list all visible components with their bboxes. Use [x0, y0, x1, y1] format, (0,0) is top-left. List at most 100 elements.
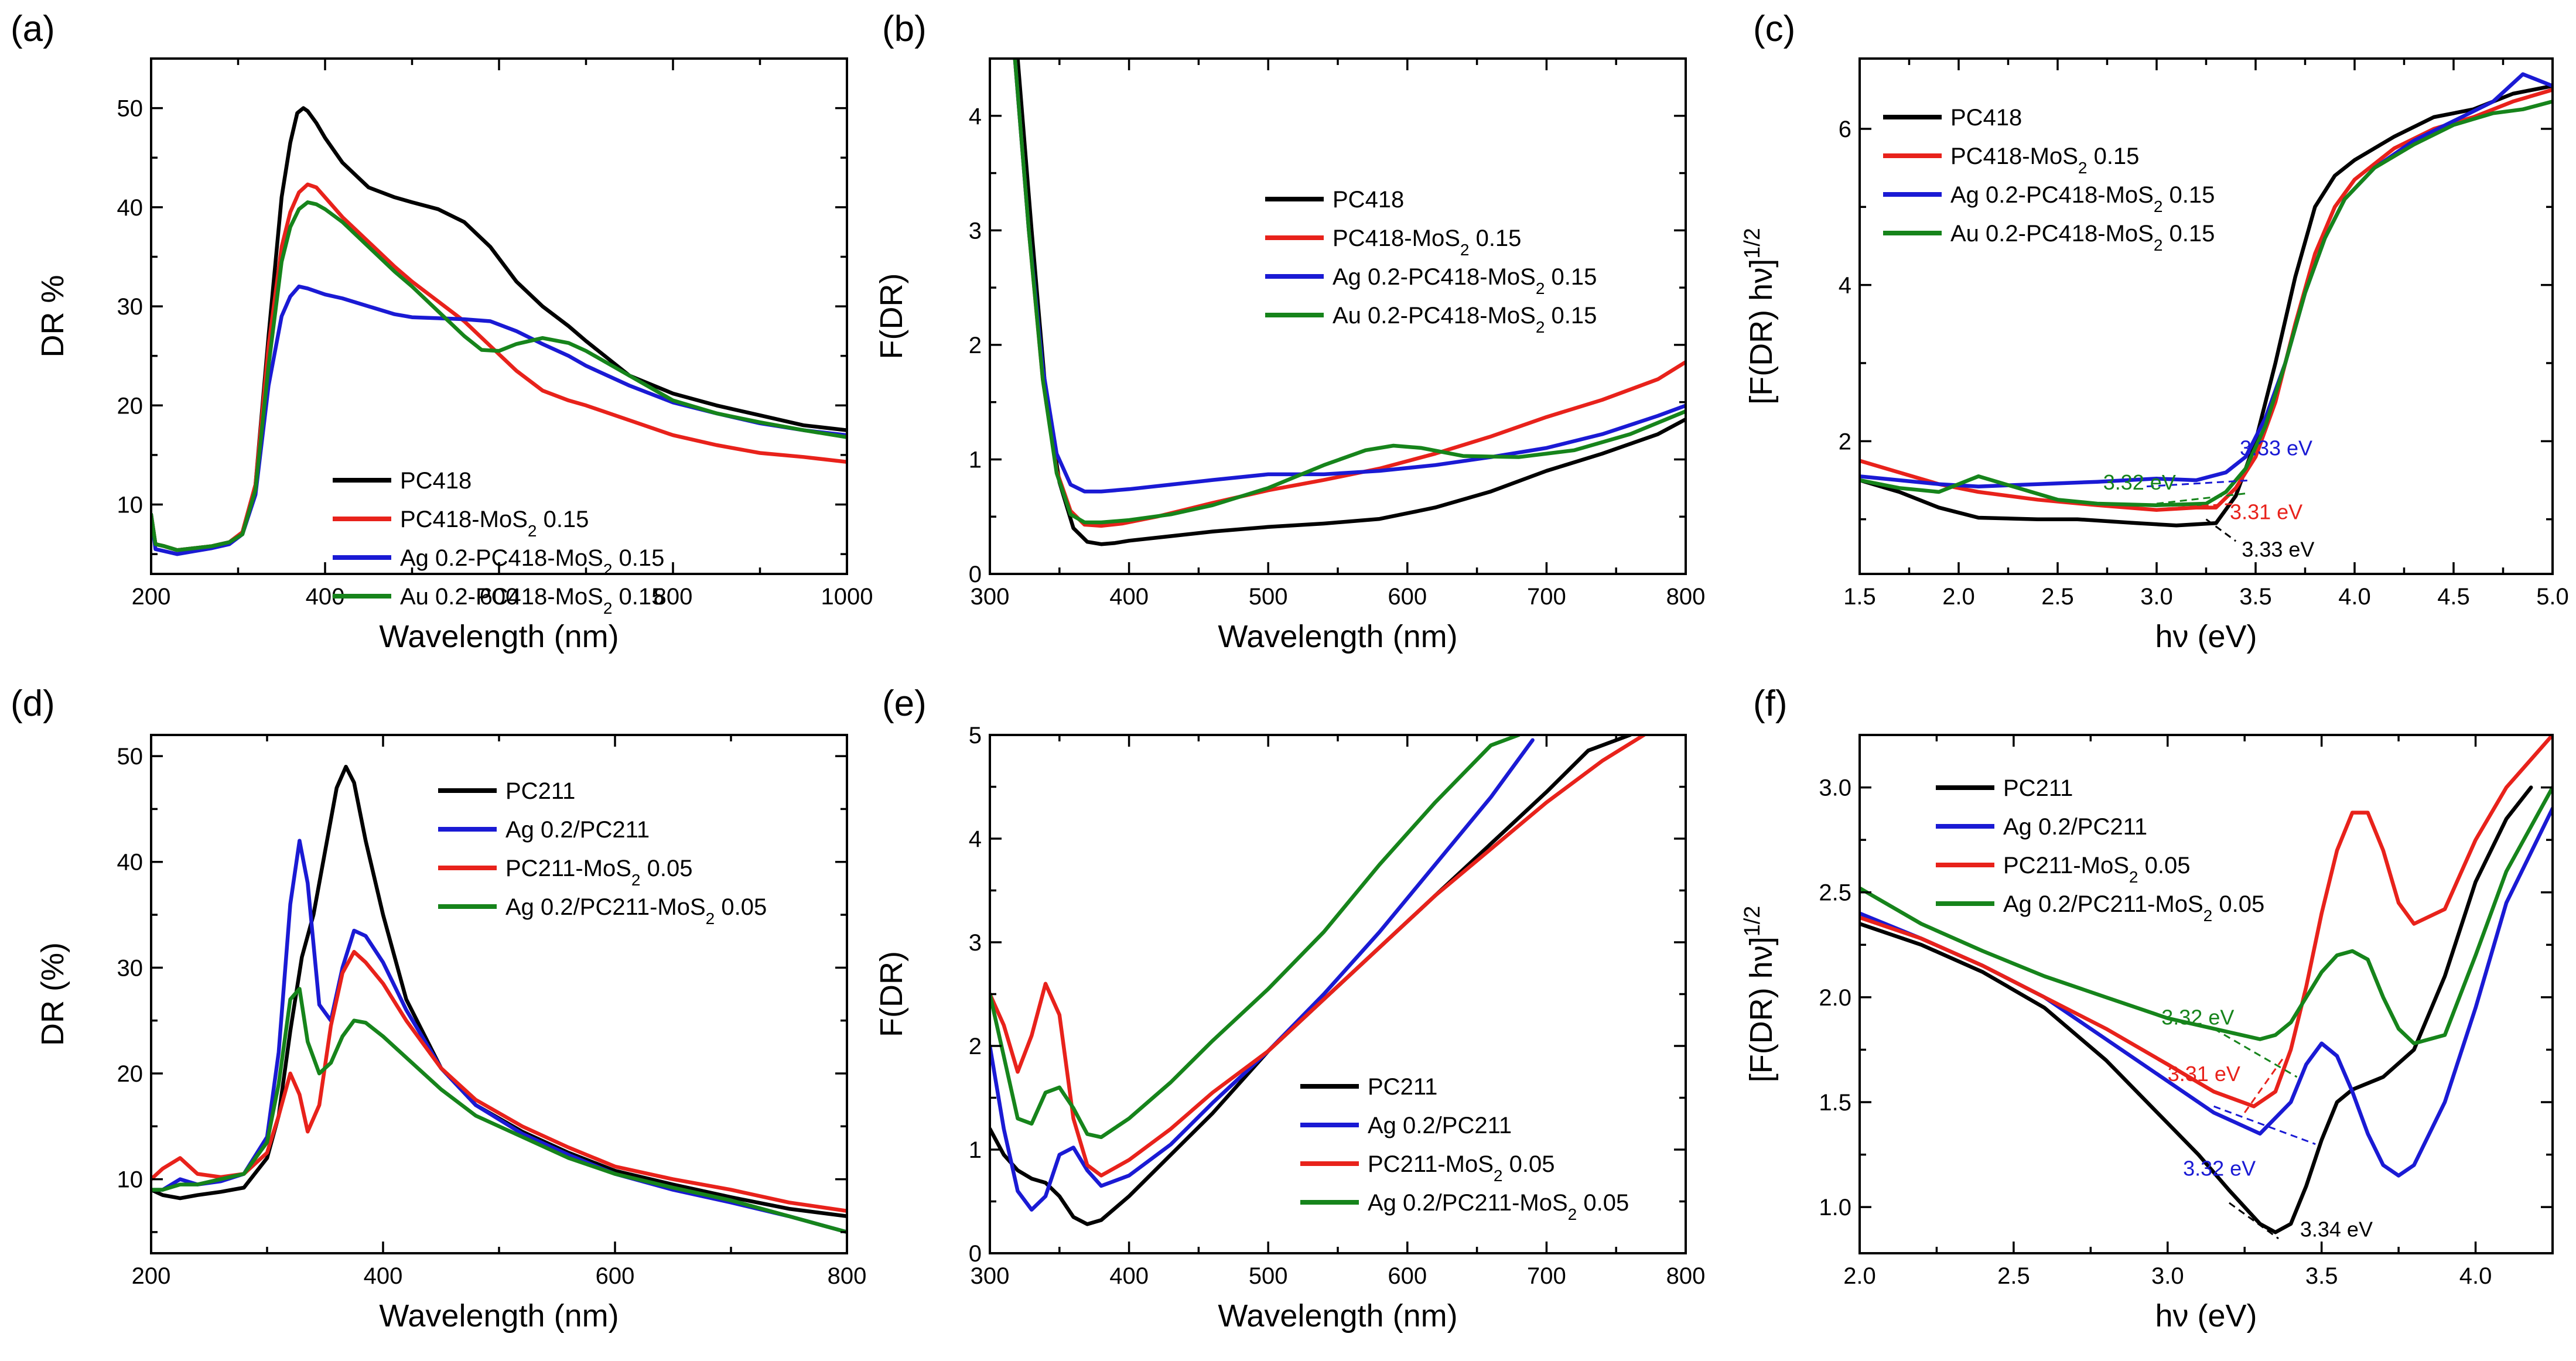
x-tick-label: 200: [132, 584, 171, 610]
bandgap-annotation: 3.33 eV: [2240, 436, 2312, 460]
legend-label: PC211: [2003, 775, 2073, 801]
y-tick-label: 3: [969, 930, 982, 956]
y-tick-label: 1.0: [1819, 1195, 1851, 1220]
panel-c: (c) 3.33 eV 3.32 eV 3.31 eV 3.33 eV 1.5 2.0 2.5…: [1740, 9, 2569, 654]
series-line-ag-0-2-pc418-mos2-0-15: [1860, 72, 2553, 488]
x-tick-label: 1000: [821, 584, 873, 610]
legend-label: PC211-MoS2 0.05: [2003, 853, 2190, 886]
y-tick-label: 10: [117, 1167, 144, 1193]
y-tick-label: 40: [117, 195, 144, 221]
x-tick-label: 700: [1527, 584, 1566, 610]
y-axis-title: F(DR): [874, 273, 909, 360]
x-tick-label: 1.5: [1843, 584, 1876, 610]
x-tick-label: 600: [1388, 584, 1427, 610]
series-line-ag-0-2-pc211-mos2-0-05: [990, 735, 1521, 1140]
legend-label: PC418: [1950, 105, 2022, 131]
series-line-ag-0-2-pc211-mos2-0-05: [151, 987, 847, 1235]
bandgap-annotation: 3.32 eV: [2161, 1005, 2234, 1029]
bandgap-annotation: 3.33 eV: [2242, 538, 2314, 562]
x-tick-label: 800: [1666, 584, 1706, 610]
series-line-pc211: [990, 735, 1632, 1226]
legend-label: Ag 0.2/PC211-MoS2 0.05: [1368, 1190, 1629, 1223]
bandgap-annotation: 3.32 eV: [2103, 470, 2176, 494]
legend-label: PC418-MoS2 0.15: [400, 507, 589, 540]
y-tick-label: 30: [117, 955, 144, 981]
series-line-pc211-mos2-0-05: [990, 735, 1646, 1178]
panel-b: (b) 300 400 500 600 700 800 0 1 2 3 4 Wavelength (nm…: [874, 9, 1705, 654]
y-tick-label: 1.5: [1819, 1090, 1851, 1116]
series-line-pc211: [151, 764, 847, 1219]
y-tick-label: 6: [1839, 117, 1851, 142]
legend-label: PC211-MoS2 0.05: [1368, 1151, 1555, 1185]
series-line-au-0-2-pc418-mos2-0-15: [1860, 100, 2553, 507]
y-axis-title: DR %: [35, 275, 70, 357]
x-axis-title: Wavelength (nm): [1218, 1298, 1457, 1333]
y-tick-label: 40: [117, 850, 144, 876]
tangent-guide: [2213, 1028, 2298, 1078]
panel-label: (d): [11, 683, 55, 724]
legend-label: Ag 0.2/PC211: [505, 817, 650, 843]
x-axis-title: Wavelength (nm): [379, 1298, 619, 1333]
y-axis-title: [F(DR) hν]1/2: [1740, 906, 1779, 1083]
plot-frame: [1858, 57, 2554, 575]
y-tick-label: 4: [969, 826, 982, 852]
panel-d: (d) 200 400 600 800 10 20 30 40 50 Wavelength (nm)…: [11, 683, 866, 1333]
x-axis-title: hν (eV): [2155, 1298, 2257, 1333]
x-tick-label: 600: [596, 1263, 635, 1289]
bandgap-annotation: 3.32 eV: [2183, 1156, 2256, 1180]
series-line-pc211: [1860, 785, 2533, 1235]
plot-frame: [1858, 734, 2554, 1254]
series-group: [990, 735, 1646, 1226]
y-tick-label: 0: [969, 562, 982, 587]
series-line-ag-0-2-pc211: [1860, 806, 2553, 1178]
x-tick-label: 800: [654, 584, 693, 610]
panel-label: (c): [1753, 9, 1795, 49]
y-tick-label: 10: [117, 493, 144, 518]
y-tick-label: 2: [969, 333, 982, 358]
x-tick-label: 4.0: [2459, 1263, 2492, 1289]
series-line-ag-0-2-pc211-mos2-0-05: [1860, 785, 2553, 1045]
legend: PC211 Ag 0.2/PC211 PC211-MoS2 0.05 Ag 0.2/P…: [1936, 775, 2264, 925]
x-tick-label: 400: [364, 1263, 403, 1289]
legend-label: Ag 0.2/PC211-MoS2 0.05: [505, 894, 767, 928]
y-tick-label: 3: [969, 218, 982, 244]
series-group: [151, 106, 847, 556]
x-tick-label: 400: [1109, 1263, 1149, 1289]
panel-label: (a): [11, 9, 55, 49]
y-tick-label: 30: [117, 294, 144, 320]
x-tick-label: 500: [1249, 584, 1288, 610]
panel-e: (e) 300 400 500 600 700 800 0 1 2 3 4 5 Wavelength (n…: [874, 683, 1705, 1333]
panel-label: (f): [1753, 683, 1788, 724]
y-axis-title: [F(DR) hν]1/2: [1740, 228, 1779, 405]
y-tick-label: 3.0: [1819, 775, 1851, 801]
legend-label: PC418: [400, 468, 472, 494]
x-tick-label: 3.5: [2239, 584, 2272, 610]
y-tick-label: 50: [117, 96, 144, 122]
legend-label: PC418-MoS2 0.15: [1950, 143, 2139, 177]
bandgap-annotation: 3.34 eV: [2300, 1217, 2373, 1241]
series-group: [151, 764, 847, 1235]
legend-label: PC418: [1333, 187, 1404, 213]
x-tick-label: 2.5: [1997, 1263, 2030, 1289]
series-group: [1860, 72, 2553, 528]
legend: PC211 Ag 0.2/PC211 PC211-MoS2 0.05 Ag 0.2/P…: [1300, 1074, 1629, 1223]
y-tick-label: 20: [117, 393, 144, 419]
series-line-pc211-mos2-0-05: [1860, 735, 2553, 1109]
y-tick-label: 1: [969, 1137, 982, 1163]
x-axis-title: Wavelength (nm): [379, 619, 619, 654]
x-tick-label: 300: [971, 1263, 1010, 1289]
x-axis-title: hν (eV): [2155, 619, 2257, 654]
legend-label: Ag 0.2-PC418-MoS2 0.15: [400, 545, 664, 579]
x-tick-label: 600: [1388, 1263, 1427, 1289]
x-tick-label: 3.0: [2140, 584, 2173, 610]
tangent-guide: [2205, 518, 2237, 542]
panel-label: (b): [882, 9, 927, 49]
x-tick-label: 600: [480, 584, 519, 610]
x-tick-label: 800: [1666, 1263, 1706, 1289]
x-tick-label: 200: [132, 1263, 171, 1289]
tangent-guide: [2213, 1105, 2316, 1145]
legend-label: PC211: [505, 778, 575, 804]
legend: PC418 PC418-MoS2 0.15 Ag 0.2-PC418-MoS2 0.…: [1265, 187, 1597, 336]
y-tick-label: 20: [117, 1061, 144, 1087]
panel-a: (a)200 400 600 800 10001020304050Wavelength …: [11, 9, 873, 654]
